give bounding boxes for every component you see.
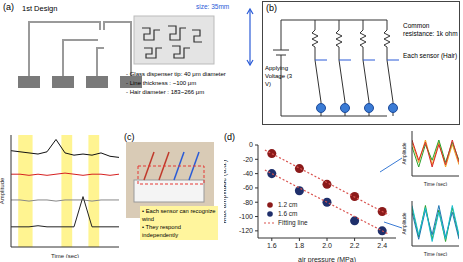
svg-text:Time (sec): Time (sec)	[424, 251, 448, 256]
html-text:- Glass dispenser tip: 40 μm d: - Glass dispenser tip: 40 μm diameter	[126, 71, 226, 77]
svg-text:2.2: 2.2	[350, 242, 360, 249]
svg-text:-120: -120	[239, 227, 253, 234]
svg-text:-20: -20	[243, 156, 253, 163]
svg-text:air pressure (MPa): air pressure (MPa)	[298, 256, 356, 262]
html-text:Common resistance: 1k ohm: Common resistance: 1k ohm	[403, 22, 458, 37]
svg-text:Max amplitude (a.u.): Max amplitude (a.u.)	[224, 160, 228, 224]
svg-text:2.4: 2.4	[377, 242, 387, 249]
html-text:(c): (c)	[124, 132, 135, 142]
html-text:- Hair diameter : 183~266 μm: - Hair diameter : 183~266 μm	[126, 89, 205, 95]
svg-text:Time (sec): Time (sec)	[51, 253, 79, 258]
svg-text:-60: -60	[243, 184, 253, 191]
html-text:(d): (d)	[224, 132, 235, 142]
html-text:Each sensor (Hair): Each sensor (Hair)	[403, 52, 458, 59]
html-text:Fitting line: Fitting line	[278, 219, 308, 226]
html-text:1.6 cm: 1.6 cm	[278, 210, 298, 217]
svg-text:Amplitude: Amplitude	[402, 142, 407, 164]
svg-text:1.6: 1.6	[267, 242, 277, 249]
svg-text:2.0: 2.0	[322, 242, 332, 249]
svg-text:-100: -100	[239, 213, 253, 220]
svg-text:Amplitude: Amplitude	[402, 212, 407, 234]
svg-text:0: 0	[249, 141, 253, 148]
html-text:Applying Voltage (3 V): Applying Voltage (3 V)	[265, 65, 292, 87]
html-text:(b): (b)	[266, 3, 277, 13]
html-text:- Line thickness : ~100 μm: - Line thickness : ~100 μm	[126, 80, 197, 86]
svg-text:-80: -80	[243, 199, 253, 206]
svg-text:Time (sec): Time (sec)	[424, 181, 448, 186]
html-text:1.2 cm: 1.2 cm	[278, 201, 298, 208]
html-text:(a): (a)	[3, 2, 14, 12]
svg-text:-40: -40	[243, 170, 253, 177]
html-text:• They respond independently: • They respond independently	[142, 224, 181, 238]
html-text:size: 35mm: size: 35mm	[196, 3, 230, 10]
html-text:1st Design: 1st Design	[22, 4, 58, 13]
svg-text:1.8: 1.8	[295, 242, 305, 249]
html-text:• Each sensor can recognize wi: • Each sensor can recognize wind	[142, 208, 216, 222]
